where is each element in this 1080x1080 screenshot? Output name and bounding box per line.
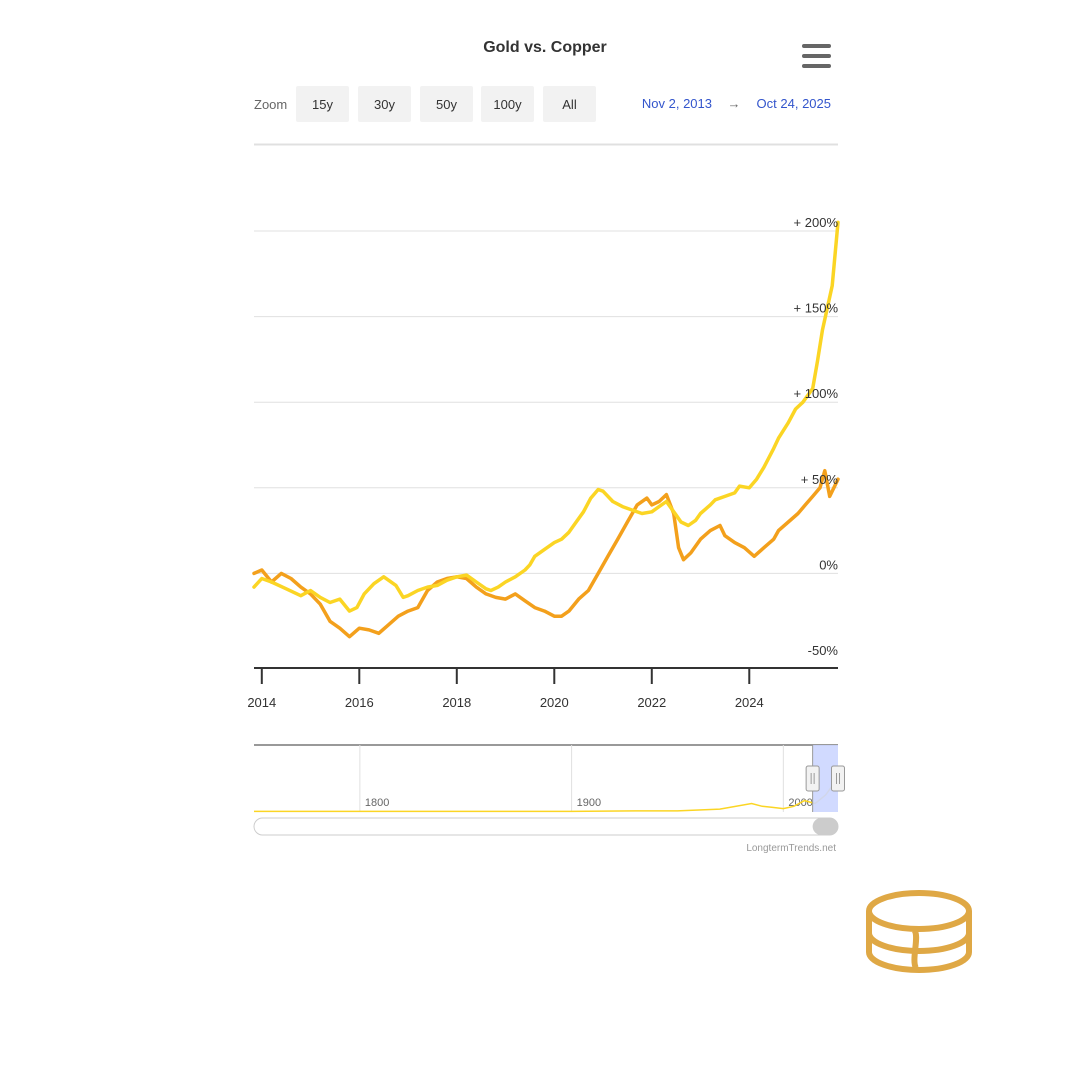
chart-title: Gold vs. Copper xyxy=(483,39,607,56)
y-tick-label: 0% xyxy=(819,557,838,572)
y-axis-labels: -50% 0% + 50% + 100% + 150% + 200% xyxy=(794,215,839,658)
copper-series-line xyxy=(252,468,840,639)
zoom-button-all-label: All xyxy=(562,97,577,112)
x-tick-label: 2024 xyxy=(735,695,764,710)
scrollbar-track[interactable] xyxy=(253,817,839,836)
y-tick-label: + 150% xyxy=(794,301,839,316)
navigator[interactable]: 1800 1900 2000 xyxy=(254,744,845,813)
y-tick-label: + 50% xyxy=(801,472,839,487)
grid-layer xyxy=(254,230,838,574)
range-from-date[interactable]: Nov 2, 2013 xyxy=(642,96,712,111)
x-tick-label: 2018 xyxy=(442,695,471,710)
x-tick-label: 2016 xyxy=(345,695,374,710)
y-tick-label: -50% xyxy=(808,643,839,658)
range-arrow: → xyxy=(728,96,741,111)
zoom-button-30y[interactable]: 30y xyxy=(358,86,411,122)
zoom-button-all[interactable]: All xyxy=(543,86,596,122)
scrollbar-thumb[interactable] xyxy=(812,818,838,835)
gold-series-line xyxy=(252,220,840,613)
navigator-series-line xyxy=(254,777,839,813)
x-axis-ticks: 2014 2016 2018 2020 2022 2024 xyxy=(247,668,764,710)
zoom-label: Zoom xyxy=(254,97,287,112)
navigator-right-handle[interactable] xyxy=(831,765,845,792)
credit-link[interactable]: LongtermTrends.net xyxy=(746,843,836,854)
navigator-tick-label: 1800 xyxy=(365,797,389,809)
zoom-button-100y[interactable]: 100y xyxy=(481,86,534,122)
y-tick-label: + 200% xyxy=(794,215,839,230)
hamburger-menu-icon[interactable] xyxy=(802,44,831,68)
range-to-date[interactable]: Oct 24, 2025 xyxy=(757,96,831,111)
navigator-content: 1800 1900 2000 xyxy=(254,745,839,813)
zoom-button-100y-label: 100y xyxy=(493,97,522,112)
navigator-tick-label: 1900 xyxy=(577,797,601,809)
zoom-button-15y[interactable]: 15y xyxy=(296,86,349,122)
scrollbar[interactable] xyxy=(253,817,839,836)
stacked-coins-logo-icon xyxy=(866,890,972,973)
zoom-button-15y-label: 15y xyxy=(312,97,333,112)
x-tick-label: 2014 xyxy=(247,695,276,710)
zoom-button-50y[interactable]: 50y xyxy=(420,86,473,122)
series-layer xyxy=(252,220,840,639)
y-tick-label: + 100% xyxy=(794,386,839,401)
zoom-button-30y-label: 30y xyxy=(374,97,395,112)
navigator-left-handle[interactable] xyxy=(805,765,820,792)
zoom-button-50y-label: 50y xyxy=(436,97,457,112)
x-tick-label: 2020 xyxy=(540,695,569,710)
x-tick-label: 2022 xyxy=(637,695,666,710)
